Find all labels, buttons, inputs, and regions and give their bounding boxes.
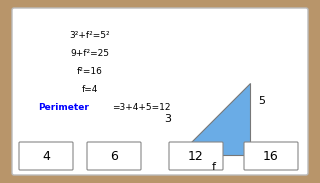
Text: 9+f²=25: 9+f²=25 [70, 48, 109, 57]
Text: 16: 16 [263, 150, 279, 163]
FancyBboxPatch shape [12, 8, 308, 175]
Text: f: f [212, 162, 216, 172]
Text: Perimeter: Perimeter [39, 102, 89, 111]
Polygon shape [178, 83, 250, 155]
FancyBboxPatch shape [87, 142, 141, 170]
Text: 12: 12 [188, 150, 204, 163]
FancyBboxPatch shape [169, 142, 223, 170]
Text: f=4: f=4 [82, 85, 98, 94]
Text: =3+4+5=12: =3+4+5=12 [112, 102, 171, 111]
Text: f²=16: f²=16 [77, 66, 103, 76]
Text: 4: 4 [42, 150, 50, 163]
Text: 5: 5 [259, 96, 266, 106]
FancyBboxPatch shape [19, 142, 73, 170]
Text: 6: 6 [110, 150, 118, 163]
FancyBboxPatch shape [244, 142, 298, 170]
Text: 3: 3 [164, 114, 172, 124]
Text: 3²+f²=5²: 3²+f²=5² [70, 31, 110, 40]
